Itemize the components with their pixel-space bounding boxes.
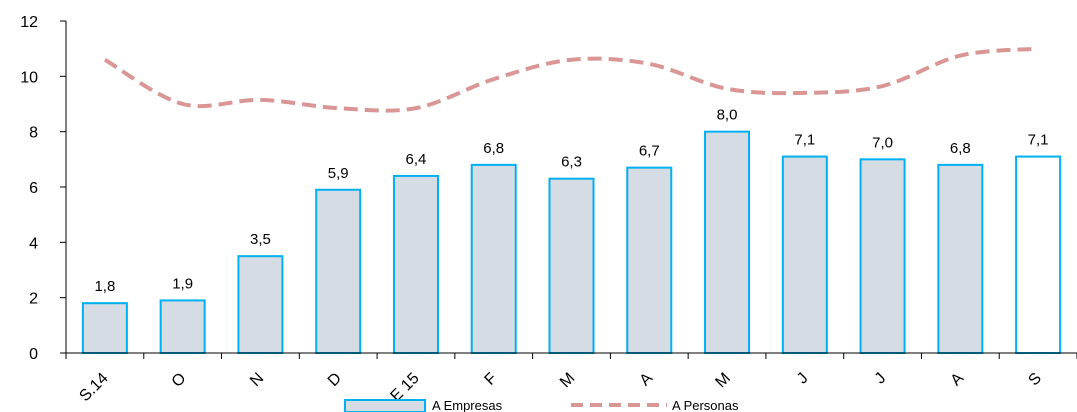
x-tick-label: J	[794, 370, 812, 388]
bar	[470, 163, 517, 354]
x-tick-label: O	[169, 370, 190, 391]
bar-data-label: 3,5	[250, 231, 271, 248]
bar	[626, 166, 673, 354]
y-tick-label: 2	[29, 291, 38, 308]
bar	[237, 255, 284, 354]
bar-data-labels: 1,8 1,9 3,5 5,9 6,4 6,8 6,3 6,7 8,0 7,1 7,0 6,8 7,1	[94, 107, 1048, 296]
bar	[781, 155, 828, 354]
bar	[392, 174, 439, 354]
bar-data-label: 1,8	[94, 278, 115, 295]
bar	[704, 130, 751, 354]
y-tick-label: 0	[29, 346, 38, 363]
bar-data-label: 7,1	[794, 132, 815, 149]
line-series-personas	[103, 46, 1039, 113]
x-tick-label: S.14	[76, 370, 111, 405]
x-tick-label: J	[872, 370, 890, 388]
bar	[315, 188, 362, 354]
x-tick-label: F	[482, 370, 501, 389]
y-tick-label: 8	[29, 125, 38, 142]
x-tick-label: D	[325, 370, 345, 390]
bar-data-label: 1,9	[172, 275, 193, 292]
bars-series-empresas	[81, 130, 1062, 355]
bar-data-label: 6,8	[483, 140, 504, 157]
y-tick-label: 12	[20, 14, 38, 31]
legend-label-empresas: A Empresas	[432, 398, 503, 412]
x-tick-label: M	[712, 370, 733, 391]
bar	[859, 158, 906, 354]
legend: A Empresas A Personas	[344, 398, 739, 412]
x-axis: S.14 O N D E 15 F M A M J J A S	[65, 352, 1077, 405]
bar-data-label: 8,0	[717, 107, 738, 124]
bar-data-label: 7,1	[1028, 132, 1049, 149]
bar-data-label: 6,8	[950, 140, 971, 157]
bar-data-label: 6,7	[639, 143, 660, 160]
bar-data-label: 6,4	[406, 151, 427, 168]
legend-swatch-empresas	[344, 399, 426, 412]
bar-data-label: 5,9	[328, 165, 349, 182]
bar	[1015, 155, 1062, 354]
bar	[159, 299, 206, 354]
y-tick-label: 6	[29, 180, 38, 197]
x-tick-label: N	[247, 370, 267, 390]
x-tick-label: M	[557, 370, 578, 391]
x-tick-label: A	[948, 370, 968, 390]
bar-data-label: 7,0	[872, 134, 893, 151]
y-tick-label: 10	[20, 69, 38, 86]
y-axis: 0 2 4 6 8 10 12	[20, 14, 67, 363]
bar	[81, 302, 128, 355]
bar	[548, 177, 595, 354]
bar-data-label: 6,3	[561, 154, 582, 171]
legend-label-personas: A Personas	[672, 398, 739, 412]
bar	[937, 163, 984, 354]
line-personas	[103, 46, 1039, 113]
x-tick-label: S	[1025, 370, 1045, 390]
y-tick-label: 4	[29, 235, 38, 252]
x-tick-label: A	[637, 370, 657, 390]
